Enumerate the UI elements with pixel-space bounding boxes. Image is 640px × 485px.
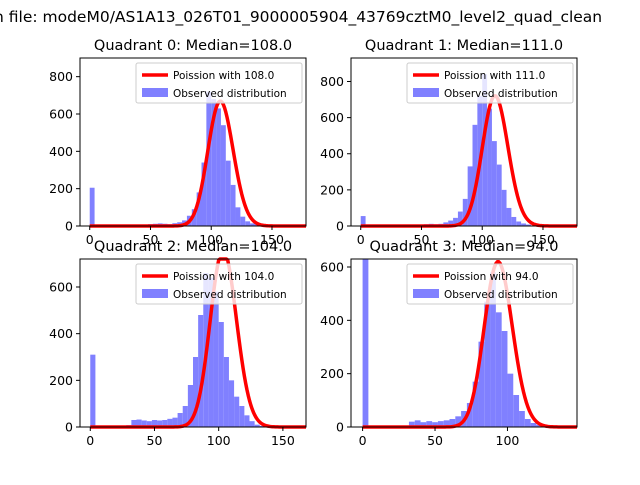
histogram-bar — [497, 165, 502, 226]
legend: Poission with 111.0 Observed distribution — [407, 63, 573, 103]
histogram-bar — [502, 190, 507, 226]
legend-label-observed: Observed distribution — [173, 88, 287, 100]
legend: Poission with 108.0 Observed distribution — [136, 63, 302, 103]
y-tick-label: 600 — [49, 280, 73, 295]
histogram-bar — [214, 292, 219, 427]
y-tick-label: 600 — [320, 110, 344, 125]
histogram-bar — [250, 421, 255, 427]
histogram-bar — [231, 185, 236, 226]
poisson-curve — [90, 101, 306, 226]
figure-suptitle: n file: modeM0/AS1A13_026T01_9000005904_… — [0, 8, 602, 27]
legend-patch-swatch — [142, 88, 168, 97]
legend-patch-swatch — [413, 289, 439, 298]
y-tick-label: 0 — [65, 420, 73, 435]
histogram-bar — [363, 259, 369, 427]
x-tick-label: 50 — [427, 433, 443, 448]
y-tick-label: 200 — [320, 366, 344, 381]
legend-label-poisson: Poission with 108.0 — [173, 70, 274, 82]
histogram-bar — [507, 208, 512, 226]
y-tick-label: 600 — [320, 260, 344, 275]
panel-title: Quadrant 1: Median=111.0 — [365, 38, 563, 54]
x-tick-label: 100 — [207, 433, 231, 448]
histogram-bar — [502, 331, 508, 427]
histogram-bar — [239, 406, 244, 427]
histogram-bar — [496, 312, 502, 427]
x-tick-label: 50 — [147, 433, 163, 448]
legend: Poission with 104.0 Observed distribution — [136, 264, 302, 304]
histogram-bar — [221, 125, 226, 226]
y-tick-label: 800 — [49, 69, 73, 84]
histogram-bar — [513, 395, 519, 427]
histogram-bar — [531, 423, 537, 427]
histogram-bar — [511, 217, 516, 226]
histogram-bar — [525, 419, 531, 427]
panel-quadrant-2: 0 50 100 150 0 200 400 600 Quadrant 2: Median=10… — [49, 239, 306, 448]
histogram-bar — [492, 141, 497, 226]
legend-patch-swatch — [413, 88, 439, 97]
x-tick-label: 0 — [357, 232, 365, 247]
histogram-bar — [487, 109, 492, 226]
y-tick-label: 400 — [49, 144, 73, 159]
legend-label-observed: Observed distribution — [444, 289, 558, 301]
histogram-bar — [90, 188, 95, 226]
x-tick-label: 0 — [86, 433, 94, 448]
y-tick-label: 200 — [320, 182, 344, 197]
x-tick-label: 0 — [86, 232, 94, 247]
y-tick-label: 0 — [336, 219, 344, 234]
histogram-bar — [219, 322, 224, 427]
y-tick-label: 600 — [49, 107, 73, 122]
histogram-bar — [516, 221, 521, 226]
y-tick-label: 800 — [320, 74, 344, 89]
y-tick-label: 200 — [49, 373, 73, 388]
histogram-bar — [244, 415, 249, 427]
histogram-bar — [507, 374, 513, 427]
legend-label-poisson: Poission with 94.0 — [444, 271, 539, 283]
y-tick-label: 0 — [65, 219, 73, 234]
histogram-bar — [216, 108, 221, 226]
histogram-bar — [90, 355, 95, 427]
panel-quadrant-3: 0 50 100 0 200 400 600 Quadrant 3: Median=94.0 P… — [320, 239, 577, 448]
histogram-bar — [245, 221, 250, 226]
panel-title: Quadrant 2: Median=104.0 — [94, 239, 292, 255]
histogram-bar — [236, 207, 241, 226]
legend-label-poisson: Poission with 111.0 — [444, 70, 545, 82]
histogram-bar — [519, 411, 525, 427]
observed-histogram — [90, 92, 270, 226]
legend-patch-swatch — [142, 289, 168, 298]
x-tick-label: 0 — [359, 433, 367, 448]
y-tick-label: 200 — [49, 181, 73, 196]
y-tick-label: 400 — [320, 146, 344, 161]
x-tick-label: 150 — [271, 433, 295, 448]
legend: Poission with 94.0 Observed distribution — [407, 264, 573, 304]
panel-title: Quadrant 0: Median=108.0 — [94, 38, 292, 54]
legend-label-poisson: Poission with 104.0 — [173, 271, 274, 283]
panel-title: Quadrant 3: Median=94.0 — [370, 239, 559, 255]
legend-label-observed: Observed distribution — [444, 88, 558, 100]
histogram-bar — [224, 357, 229, 427]
histogram-bar — [226, 161, 231, 226]
y-tick-label: 400 — [320, 313, 344, 328]
legend-label-observed: Observed distribution — [173, 289, 287, 301]
histogram-bar — [229, 380, 234, 427]
y-tick-label: 0 — [336, 420, 344, 435]
histogram-bar — [234, 397, 239, 427]
x-tick-label: 100 — [496, 433, 520, 448]
y-tick-label: 400 — [49, 326, 73, 341]
histogram-bar — [240, 217, 245, 226]
